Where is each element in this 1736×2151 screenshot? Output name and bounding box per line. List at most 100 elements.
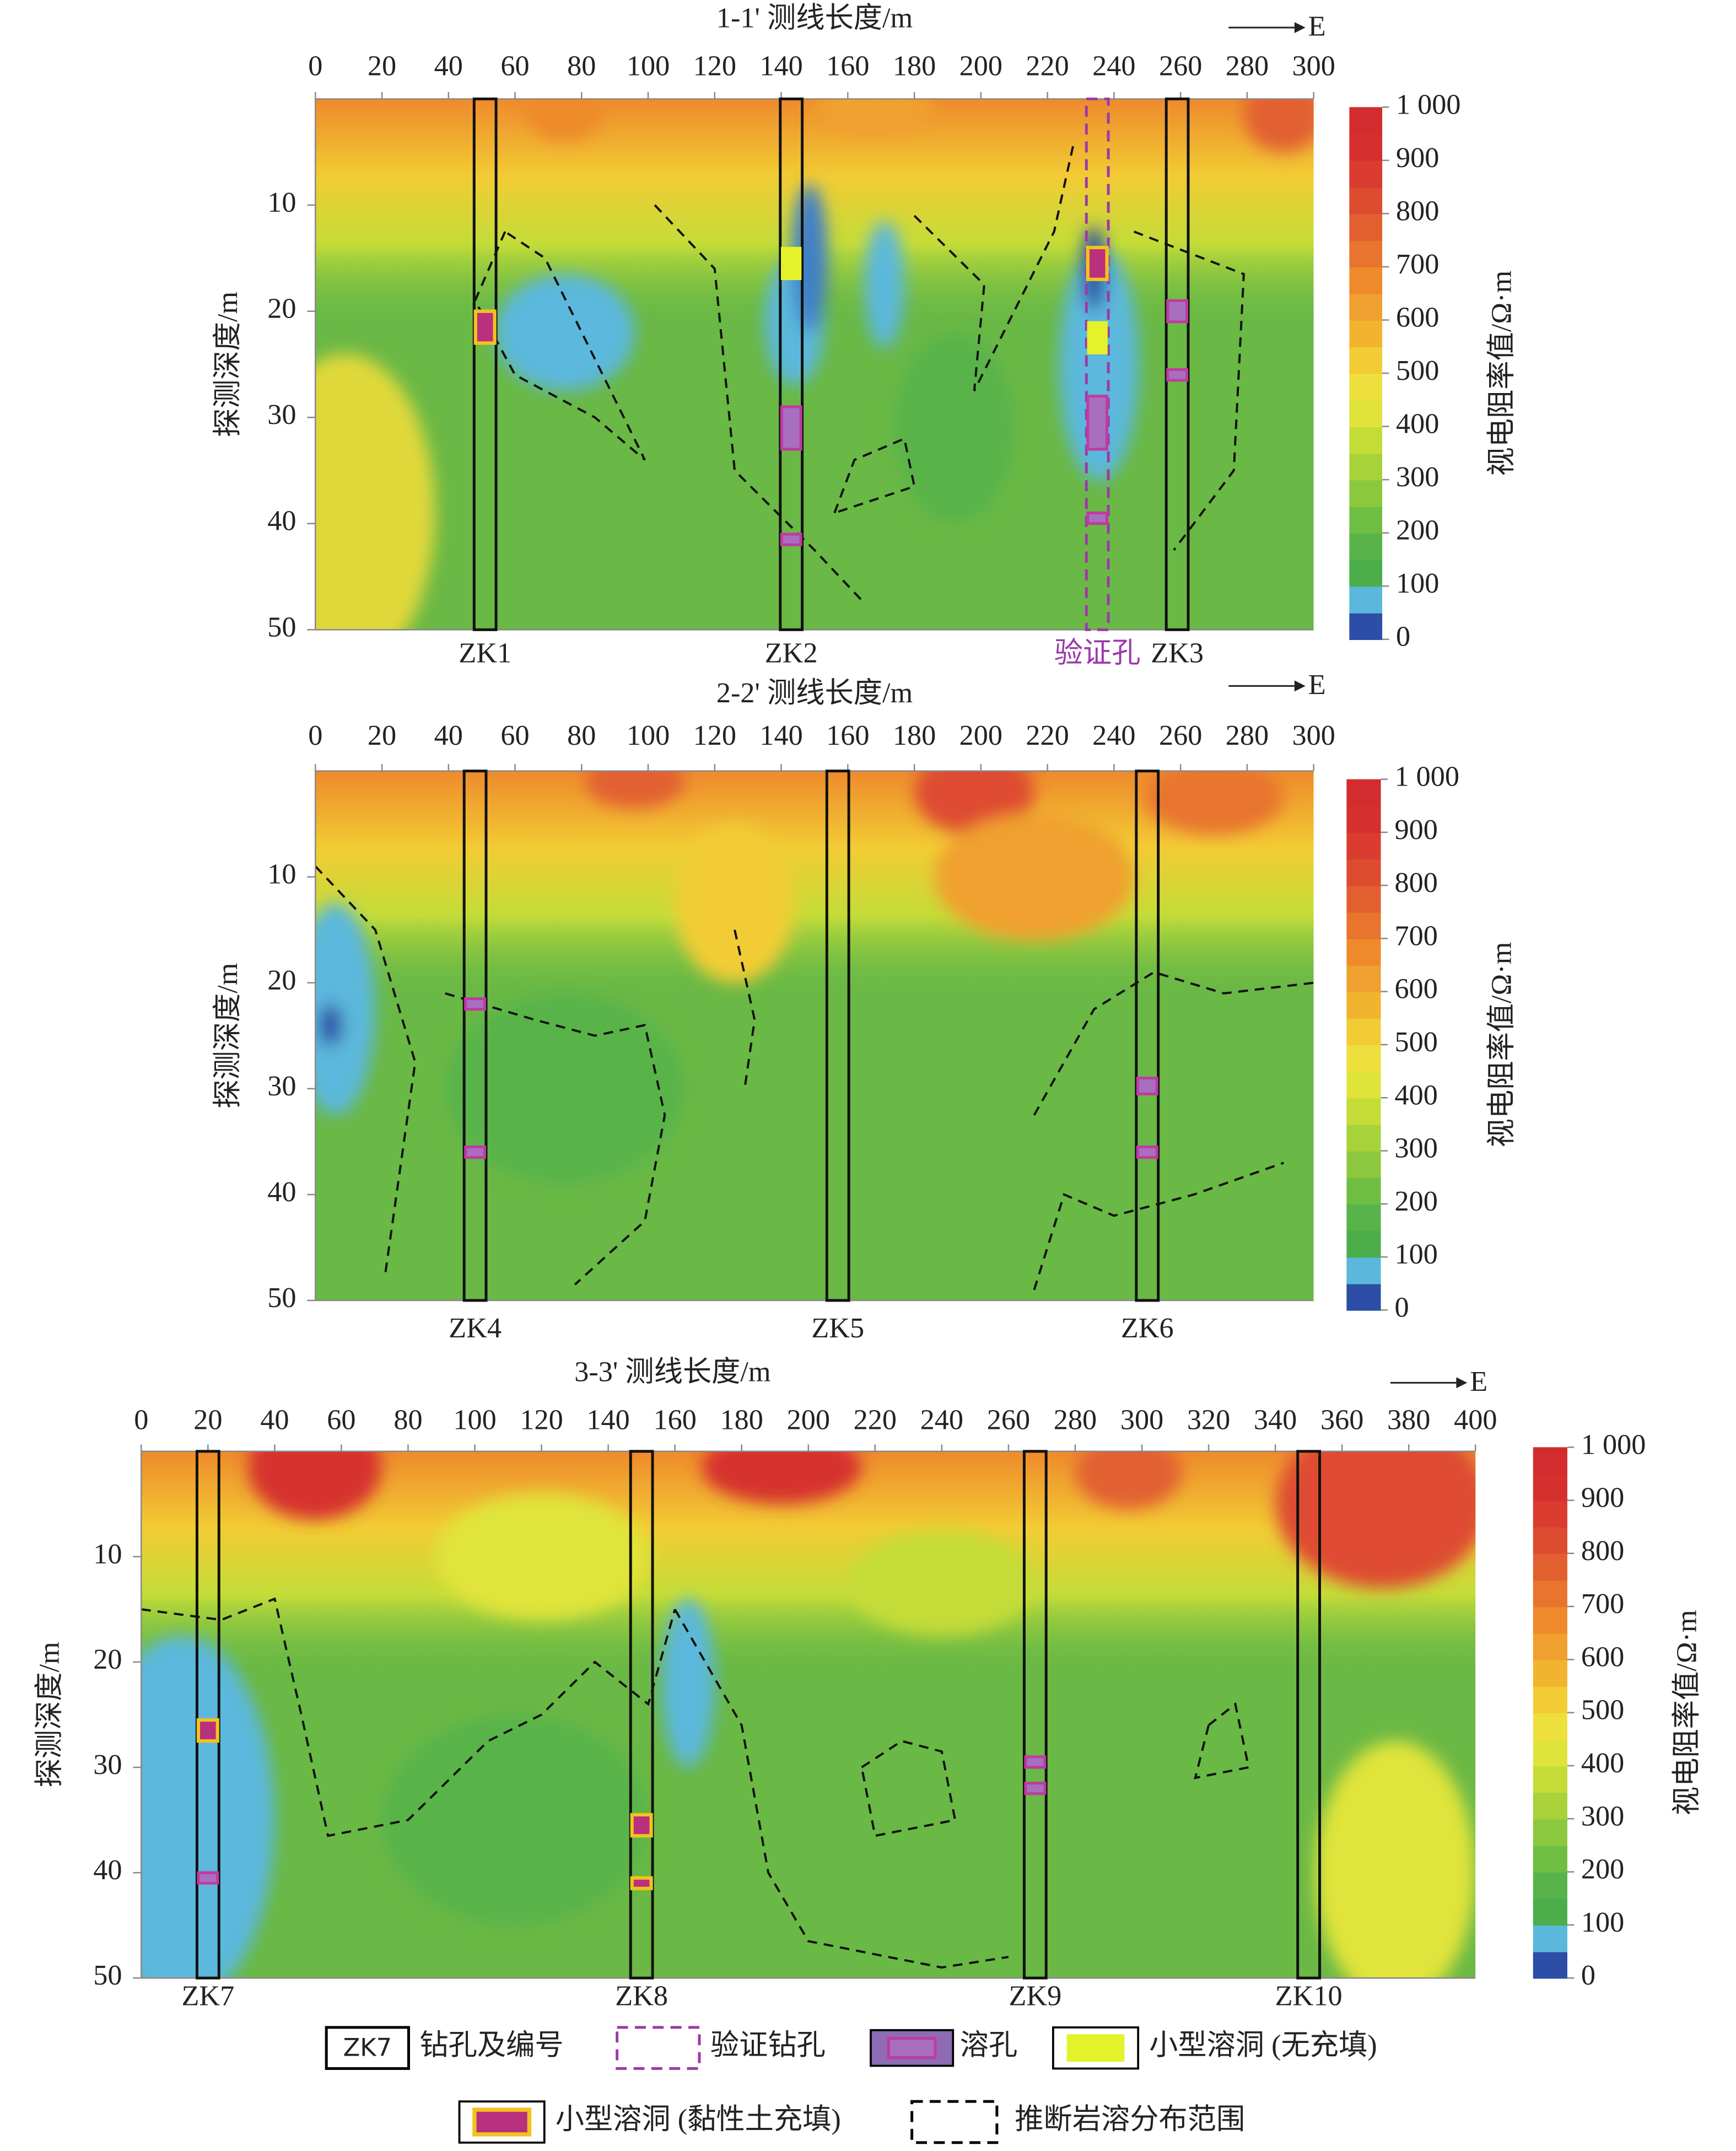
field-blobs bbox=[141, 1451, 1476, 1978]
x-tick-label: 60 bbox=[500, 719, 529, 751]
x-tick-label: 320 bbox=[1187, 1403, 1230, 1435]
x-tick-label: 160 bbox=[826, 719, 869, 751]
x-tick-label: 0 bbox=[308, 50, 322, 82]
colorbar-band bbox=[1346, 832, 1381, 860]
karst-outline bbox=[913, 141, 1075, 391]
colorbar-band bbox=[1349, 506, 1383, 534]
x-tick-label: 200 bbox=[787, 1403, 830, 1435]
legend-label: 推断岩溶分布范围 bbox=[1015, 2103, 1245, 2135]
direction-label: E bbox=[1308, 10, 1326, 42]
colorbar-tick-label: 600 bbox=[1396, 302, 1439, 334]
resistivity-field bbox=[315, 99, 1314, 630]
x-tick-label: 240 bbox=[1092, 719, 1135, 751]
field-blob bbox=[702, 1451, 862, 1504]
karst-outline bbox=[654, 204, 865, 604]
colorbar-label: 视电阻率值/Ω·m bbox=[1485, 271, 1517, 476]
field-blob bbox=[1315, 1741, 1476, 1978]
colorbar-tick-label: 800 bbox=[1396, 195, 1439, 227]
solution-hole bbox=[464, 997, 487, 1011]
colorbar-band bbox=[1346, 858, 1381, 886]
x-tick-label: 140 bbox=[586, 1403, 629, 1435]
legend-sample: ZK7 bbox=[343, 2033, 392, 2062]
colorbar-band bbox=[1346, 805, 1381, 833]
colorbar-band bbox=[1533, 1739, 1567, 1767]
x-tick-label: 180 bbox=[893, 50, 936, 82]
borehole-label: ZK3 bbox=[1151, 637, 1204, 669]
x-tick-label: 100 bbox=[453, 1403, 496, 1435]
x-tick-label: 20 bbox=[368, 50, 396, 82]
field-blob bbox=[315, 353, 435, 630]
panel: 2-2' 测线长度/m E0 20 40 60 80 100 120 140 160 180 200 2… bbox=[212, 669, 1517, 1344]
colorbar-band bbox=[1349, 213, 1383, 241]
x-tick-label: 260 bbox=[987, 1403, 1030, 1435]
x-tick-label: 140 bbox=[759, 50, 802, 82]
field-blob bbox=[315, 903, 375, 1115]
field-blob bbox=[1243, 99, 1314, 152]
clay-cavity bbox=[630, 1876, 653, 1890]
borehole bbox=[462, 770, 488, 1302]
field-blob bbox=[1144, 771, 1284, 835]
legend-verify-symbol bbox=[616, 2026, 701, 2070]
colorbar-tick-label: 300 bbox=[1581, 1800, 1624, 1832]
x-tick-label: 220 bbox=[1026, 50, 1069, 82]
colorbar-band bbox=[1533, 1553, 1567, 1581]
borehole-label: ZK9 bbox=[1009, 1980, 1061, 2012]
x-tick-label: 100 bbox=[627, 50, 670, 82]
x-tick-label: 180 bbox=[893, 719, 936, 751]
borehole bbox=[472, 97, 498, 631]
colorbar-tick-label: 200 bbox=[1394, 1185, 1437, 1217]
solution-hole bbox=[197, 1871, 219, 1885]
y-tick-label: 40 bbox=[267, 505, 296, 537]
borehole bbox=[629, 1450, 654, 1980]
verification-hole-label: 验证孔 bbox=[1054, 637, 1141, 669]
field-blob bbox=[1075, 1451, 1182, 1509]
x-tick-label: 0 bbox=[134, 1403, 148, 1435]
field-blob bbox=[848, 1530, 1036, 1636]
colorbar-band bbox=[1533, 1474, 1567, 1501]
colorbar-band bbox=[1349, 320, 1383, 348]
colorbar-tick-label: 500 bbox=[1396, 354, 1439, 386]
solution-hole bbox=[1166, 368, 1188, 382]
x-tick-label: 280 bbox=[1054, 1403, 1097, 1435]
direction-label: E bbox=[1308, 669, 1326, 701]
x-tick-label: 280 bbox=[1226, 719, 1269, 751]
x-tick-label: 20 bbox=[193, 1403, 222, 1435]
field-blob bbox=[675, 824, 795, 983]
y-tick-label: 20 bbox=[267, 964, 296, 996]
x-tick-label: 200 bbox=[959, 50, 1002, 82]
colorbar-band bbox=[1346, 1018, 1381, 1046]
field-blob bbox=[894, 332, 1015, 524]
x-tick-label: 380 bbox=[1387, 1403, 1430, 1435]
solution-hole bbox=[780, 533, 802, 546]
colorbar-band bbox=[1349, 293, 1383, 321]
colorbar-band bbox=[1349, 160, 1383, 188]
colorbar-band bbox=[1533, 1898, 1567, 1926]
colorbar-band bbox=[1349, 400, 1383, 427]
colorbar-tick-label: 500 bbox=[1581, 1694, 1624, 1726]
karst-outline bbox=[445, 992, 666, 1286]
colorbar-band bbox=[1346, 965, 1381, 992]
direction-label: E bbox=[1470, 1365, 1487, 1397]
colorbar-tick-label: 100 bbox=[1394, 1238, 1437, 1270]
clay-cavity bbox=[196, 1718, 219, 1743]
solution-hole bbox=[1166, 299, 1188, 324]
legend-label: 小型溶洞 (无充填) bbox=[1149, 2029, 1377, 2061]
verification-hole bbox=[1085, 97, 1110, 631]
field-blob bbox=[814, 99, 935, 136]
direction-arrowhead bbox=[1294, 680, 1306, 692]
colorbar-band bbox=[1533, 1766, 1567, 1793]
colorbar-label: 视电阻率值/Ω·m bbox=[1485, 942, 1517, 1148]
colorbar-band bbox=[1346, 1177, 1381, 1205]
colorbar-tick-label: 800 bbox=[1581, 1535, 1624, 1567]
legend-label: 钻孔及编号 bbox=[419, 2029, 563, 2061]
legend-clay-cavity-symbol bbox=[472, 2107, 532, 2137]
colorbar-tick-label: 0 bbox=[1396, 621, 1410, 653]
colorbar-tick-label: 400 bbox=[1581, 1747, 1624, 1779]
y-tick-label: 20 bbox=[267, 293, 296, 325]
solution-hole bbox=[1024, 1755, 1047, 1769]
field-blob bbox=[434, 1493, 649, 1620]
x-tick-label: 260 bbox=[1159, 50, 1202, 82]
x-tick-label: 300 bbox=[1120, 1403, 1163, 1435]
colorbar-band bbox=[1349, 346, 1383, 374]
